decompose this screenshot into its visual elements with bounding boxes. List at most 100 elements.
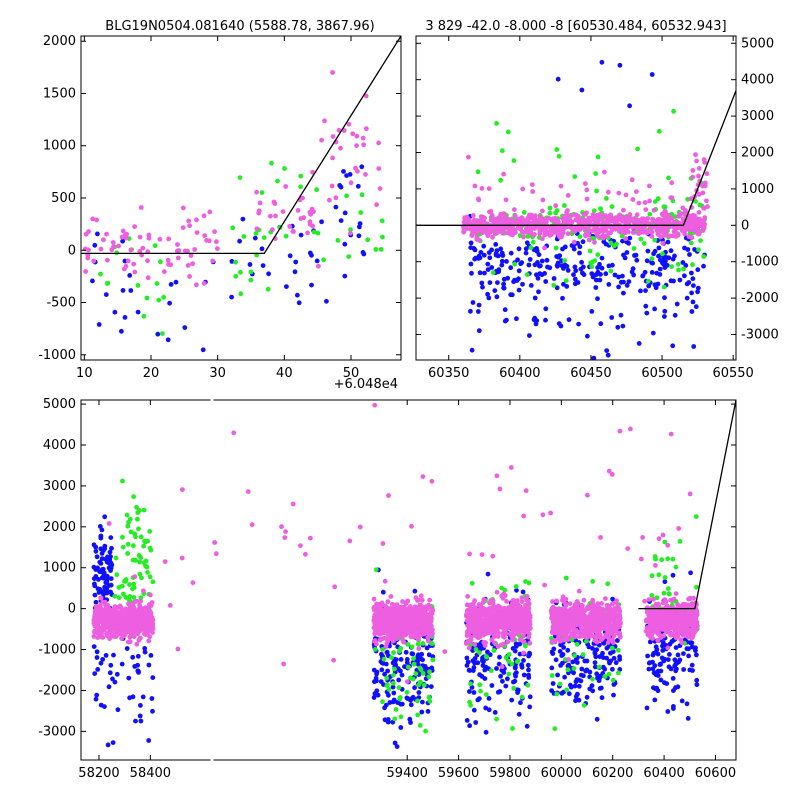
panel3-point-green xyxy=(483,692,489,697)
panel2-point-green xyxy=(494,121,499,126)
panel3-point-green xyxy=(569,637,575,643)
panel1-point-pink xyxy=(283,184,289,189)
panel2-point-blue xyxy=(516,268,522,274)
panel2-point-green xyxy=(505,129,511,135)
panel2-point-green xyxy=(604,196,609,201)
panel3-point-pink xyxy=(123,621,128,627)
panel3-point-green xyxy=(404,689,410,695)
panel3-point-pink xyxy=(130,612,136,618)
panel2-point-blue xyxy=(580,264,586,270)
panel3-point-blue xyxy=(551,646,557,652)
panel2-point-green xyxy=(594,188,599,194)
panel1-y-tick-label: 1500 xyxy=(43,86,76,101)
panel2-point-blue xyxy=(473,255,478,261)
panel1-point-pink xyxy=(180,225,186,231)
panel2-point-pink xyxy=(538,214,544,220)
panel3-point-pink xyxy=(497,613,503,619)
panel3-point-green xyxy=(549,673,555,678)
panel1-point-blue xyxy=(293,259,299,265)
panel2-point-blue xyxy=(532,262,538,268)
panel2-point-pink xyxy=(618,229,624,235)
panel2-point-pink xyxy=(683,224,689,230)
panel3-point-pink xyxy=(599,601,604,606)
panel1-point-blue xyxy=(122,315,128,320)
panel2-point-pink xyxy=(476,219,482,225)
panel3-point-pink xyxy=(464,633,470,638)
panel3-point-blue xyxy=(110,676,115,682)
panel1-point-green xyxy=(373,247,379,252)
panel3-point-pink xyxy=(130,625,136,631)
panel3-point-blue xyxy=(133,718,138,724)
panel3-point-blue xyxy=(135,662,141,668)
panel2-point-green xyxy=(475,169,481,175)
panel3-point-pink xyxy=(429,629,434,635)
panel2-point-pink xyxy=(607,212,613,218)
panel3-point-pink xyxy=(527,613,532,619)
panel2-point-blue xyxy=(493,242,499,247)
panel3-point-green xyxy=(605,581,611,587)
panel3-point-blue xyxy=(685,716,691,721)
panel2-point-blue xyxy=(495,280,500,285)
panel3-point-blue xyxy=(124,646,130,651)
panel3-point-blue xyxy=(550,651,556,656)
panel2-point-pink xyxy=(696,166,702,171)
panel3-point-green xyxy=(580,652,586,658)
panel1-point-pink xyxy=(350,131,356,137)
panel2-point-blue xyxy=(609,315,615,320)
panel3-point-green xyxy=(653,556,658,562)
panel3-point-green xyxy=(491,648,497,653)
panel2-point-blue xyxy=(551,276,557,281)
panel1-point-pink xyxy=(116,243,121,249)
panel3-point-green xyxy=(563,575,569,581)
panel3-point-blue xyxy=(392,740,398,746)
panel3-point-green xyxy=(564,687,570,693)
panel2-point-green xyxy=(595,154,601,160)
panel2-point-green xyxy=(498,177,504,183)
panel2-point-blue xyxy=(682,273,687,279)
panel3-point-green xyxy=(483,654,489,659)
panel3-point-blue xyxy=(426,652,432,658)
panel2-point-pink xyxy=(625,229,631,235)
panel3-point-green xyxy=(469,580,475,586)
panel2-point-pink xyxy=(577,227,583,233)
panel3-point-pink xyxy=(105,605,111,611)
panel2-point-pink xyxy=(537,228,543,234)
panel2-point-pink xyxy=(690,212,696,218)
panel2-point-blue xyxy=(492,288,498,293)
panel1-point-pink xyxy=(353,165,358,171)
panel3-point-blue xyxy=(526,653,532,659)
panel3-point-blue xyxy=(526,675,532,680)
panel3-point-pink xyxy=(492,640,497,646)
panel2-point-blue xyxy=(577,244,583,250)
panel3-point-blue xyxy=(576,697,582,703)
panel3-point-blue xyxy=(579,666,585,672)
panel1-point-pink xyxy=(322,118,327,124)
panel2-point-blue xyxy=(494,294,500,300)
panel2-point-blue xyxy=(654,270,660,276)
panel1-point-green xyxy=(283,233,289,239)
panel2-point-green xyxy=(676,267,681,273)
panel3-point-blue xyxy=(130,654,136,660)
panel2-point-pink xyxy=(677,213,682,219)
panel2-point-blue xyxy=(469,270,474,276)
panel2-point-pink xyxy=(702,159,708,165)
panel3-point-blue xyxy=(687,667,693,673)
panel1-point-blue xyxy=(120,288,126,293)
panel2-point-green xyxy=(609,204,615,210)
panel3-point-pink xyxy=(138,598,144,604)
panel3-point-blue xyxy=(665,657,671,662)
panel2-point-pink xyxy=(687,223,693,228)
panel1-point-pink xyxy=(307,221,313,227)
panel2-point-pink xyxy=(591,217,597,223)
panel2-point-blue xyxy=(511,279,516,285)
panel2-point-blue xyxy=(649,72,655,77)
panel3-point-pink xyxy=(100,620,105,626)
panel2-point-green xyxy=(645,278,651,284)
panel2-point-blue xyxy=(475,309,481,314)
panel3-point-pink xyxy=(401,604,407,610)
panel2-point-green xyxy=(652,199,658,204)
panel3-point-pink xyxy=(388,629,393,634)
panel3-point-pink xyxy=(109,611,115,617)
panel3-point-blue xyxy=(608,658,613,664)
panel2-point-pink xyxy=(667,220,672,226)
